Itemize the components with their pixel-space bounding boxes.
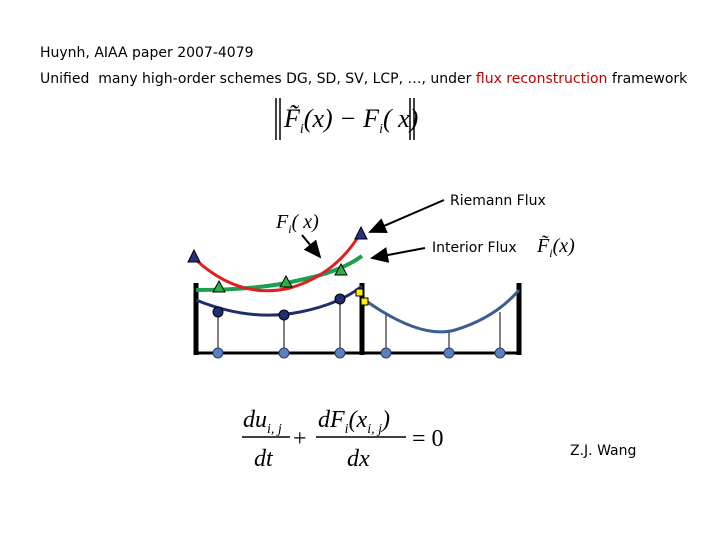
eq-part: )	[380, 407, 390, 433]
formula-part: ( x)	[383, 104, 418, 133]
corrected-symbol: F̃i(x)	[536, 234, 575, 260]
interior-symbol: Fi( x)	[275, 211, 319, 236]
riemann-flux-label: Riemann Flux	[450, 193, 546, 209]
citation: Huynh, AIAA paper 2007-4079	[40, 45, 254, 61]
svg-text:dui, j: dui, j	[243, 407, 282, 437]
symbol-sub: i	[288, 222, 291, 236]
diagram	[187, 225, 522, 359]
eq-sub: i, j	[367, 422, 382, 437]
svg-text:dFi(xi, j): dFi(xi, j)	[318, 407, 390, 437]
arrow	[301, 234, 322, 259]
eq-part: dF	[318, 407, 345, 433]
symbol-part: ( x)	[292, 211, 320, 233]
formula-part: F̃	[283, 104, 301, 133]
symbol-part: F	[275, 211, 289, 233]
summary-highlight: flux reconstruction	[476, 71, 608, 87]
author: Z.J. Wang	[570, 443, 636, 459]
eq-sub: i	[345, 422, 349, 437]
eq-part: dt	[254, 446, 274, 472]
formula-sub: i	[379, 122, 383, 137]
symbol-part: (x)	[553, 235, 576, 257]
arrow	[368, 199, 445, 233]
equation: dui, j dt + dFi(xi, j) dx = 0	[242, 407, 444, 472]
summary: Unified many high-order schemes DG, SD, …	[40, 71, 688, 87]
eq-part: du	[243, 407, 267, 433]
symbol-part: F̃	[536, 234, 550, 257]
eq-part: = 0	[412, 426, 444, 452]
summary-text: framework	[607, 71, 688, 87]
eq-part: (x	[349, 407, 368, 433]
formula-sub: i	[300, 122, 304, 137]
formula-part: (x) − F	[304, 104, 380, 133]
interior-flux-label: Interior Flux	[432, 240, 517, 256]
svg-text:F̃i(x) − Fi( x): F̃i(x) − Fi( x)	[283, 104, 418, 137]
eq-part: dx	[347, 446, 370, 472]
symbol-sub: i	[549, 246, 552, 260]
eq-part: +	[293, 426, 307, 452]
summary-text: Unified many high-order schemes DG, SD, …	[40, 71, 476, 87]
eq-sub: i, j	[267, 422, 282, 437]
arrow	[370, 247, 426, 263]
norm-formula: F̃i(x) − Fi( x)	[275, 98, 418, 140]
